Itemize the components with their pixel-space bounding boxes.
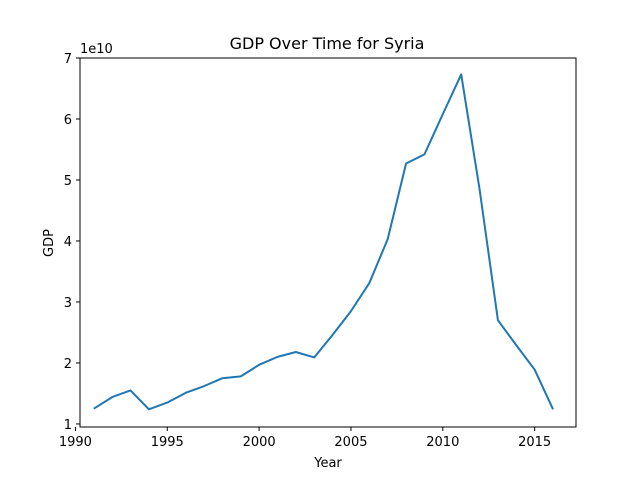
y-tick-label: 1: [64, 418, 72, 433]
x-tick-label: 1995: [151, 435, 184, 450]
plot-area: [93, 73, 554, 411]
y-tick-label: 6: [64, 113, 72, 128]
gdp-series-line: [93, 73, 554, 411]
chart-title: GDP Over Time for Syria: [230, 34, 425, 53]
y-tick-label: 4: [64, 235, 72, 250]
plot-frame: [79, 57, 577, 428]
y-tick-label: 2: [64, 357, 72, 372]
x-axis-label: Year: [313, 456, 342, 471]
y-tick-label: 7: [64, 52, 72, 67]
x-tick-label: 1990: [59, 435, 92, 450]
x-tick-label: 2015: [518, 435, 551, 450]
y-tick-label: 5: [64, 174, 72, 189]
y-scale-label: 1e10: [80, 42, 113, 57]
y-axis: 1 2 3 4 5 6 7: [64, 52, 80, 433]
x-tick-label: 2005: [334, 435, 367, 450]
x-axis: 1990 1995 2000 2005 2010 2015: [59, 427, 551, 450]
y-axis-label: GDP: [42, 229, 57, 257]
x-tick-label: 2000: [243, 435, 276, 450]
x-tick-label: 2010: [426, 435, 459, 450]
y-tick-label: 3: [64, 296, 72, 311]
